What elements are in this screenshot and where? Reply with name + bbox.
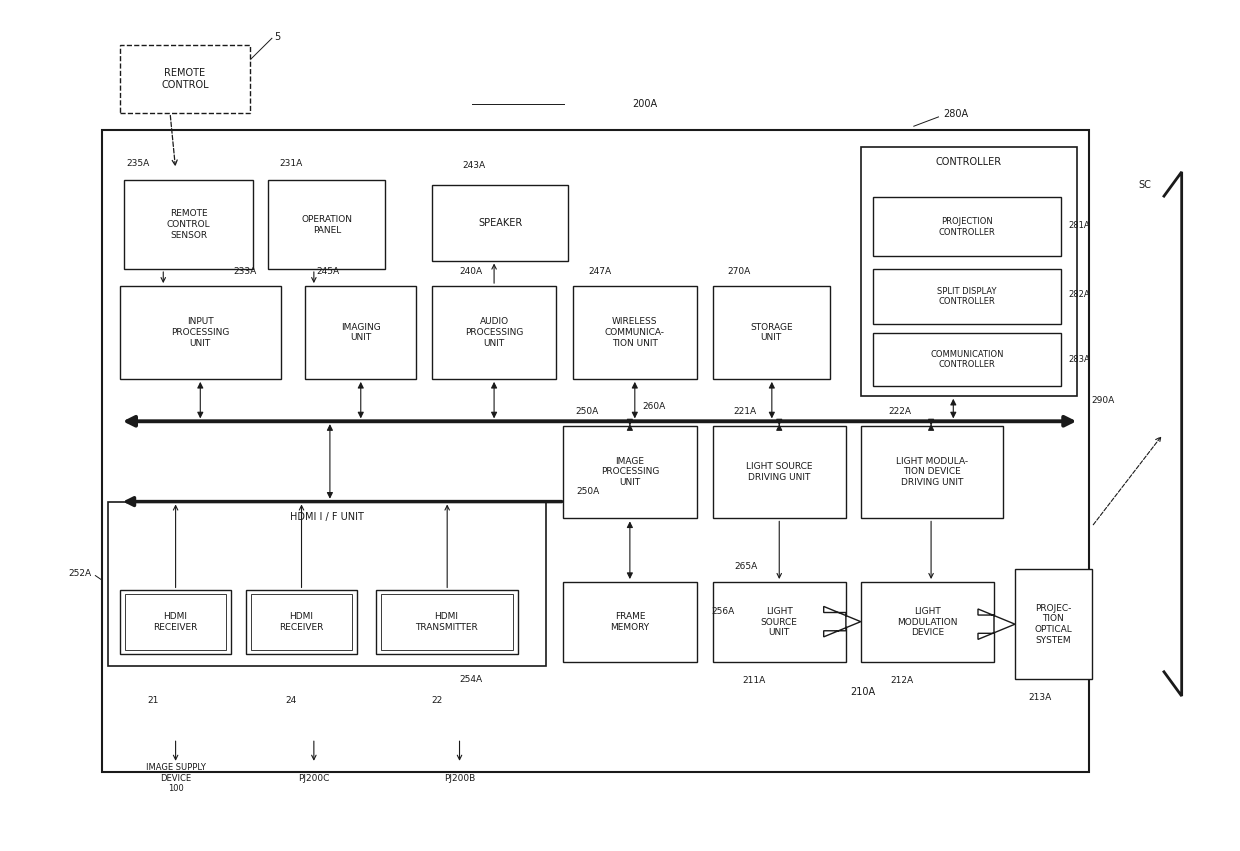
Text: PJ200C: PJ200C (298, 774, 330, 783)
Text: 280A: 280A (944, 110, 968, 119)
Text: LIGHT MODULA-
TION DEVICE
DRIVING UNIT: LIGHT MODULA- TION DEVICE DRIVING UNIT (895, 457, 967, 488)
Text: 250A: 250A (577, 487, 600, 496)
Bar (861, 426, 1003, 518)
Text: 243A: 243A (463, 162, 485, 170)
Bar (563, 426, 697, 518)
Bar (713, 426, 846, 518)
Text: HDMI I / F UNIT: HDMI I / F UNIT (290, 511, 363, 522)
Text: CONTROLLER: CONTROLLER (936, 157, 1002, 167)
Text: PROJECTION
CONTROLLER: PROJECTION CONTROLLER (939, 217, 996, 237)
Bar (246, 591, 357, 654)
Bar (268, 180, 386, 269)
Text: 21: 21 (148, 696, 159, 705)
Bar (124, 180, 253, 269)
Text: OPERATION
PANEL: OPERATION PANEL (301, 214, 352, 235)
Text: LIGHT
SOURCE
UNIT: LIGHT SOURCE UNIT (761, 607, 797, 637)
Bar (108, 501, 546, 666)
Text: IMAGING
UNIT: IMAGING UNIT (341, 323, 381, 342)
Text: 24: 24 (285, 696, 296, 705)
Bar (120, 45, 249, 112)
Text: 283A: 283A (1068, 355, 1090, 364)
Text: 256A: 256A (712, 608, 734, 616)
Bar (433, 286, 556, 379)
Bar (376, 591, 517, 654)
Bar (250, 594, 352, 650)
Text: SPLIT DISPLAY
CONTROLLER: SPLIT DISPLAY CONTROLLER (937, 287, 997, 306)
Text: PROJEC-
TION
OPTICAL
SYSTEM: PROJEC- TION OPTICAL SYSTEM (1034, 603, 1073, 645)
Text: HDMI
RECEIVER: HDMI RECEIVER (154, 612, 198, 632)
Text: 240A: 240A (460, 267, 482, 276)
Text: LIGHT
MODULATION
DEVICE: LIGHT MODULATION DEVICE (897, 607, 957, 637)
Text: 247A: 247A (588, 267, 611, 276)
Text: 245A: 245A (316, 267, 340, 276)
Text: REMOTE
CONTROL
SENSOR: REMOTE CONTROL SENSOR (166, 209, 211, 240)
Text: 235A: 235A (126, 159, 150, 168)
Text: 221A: 221A (734, 408, 756, 416)
Bar (1016, 569, 1091, 679)
Text: SPEAKER: SPEAKER (479, 218, 522, 227)
Text: 260A: 260A (642, 403, 666, 411)
Text: 212A: 212A (890, 677, 914, 685)
Text: SC: SC (1138, 180, 1151, 190)
Bar (873, 197, 1060, 256)
Text: IMAGE SUPPLY
DEVICE
100: IMAGE SUPPLY DEVICE 100 (145, 762, 206, 793)
Bar (120, 286, 280, 379)
Text: 233A: 233A (233, 267, 257, 276)
Text: FRAME
MEMORY: FRAME MEMORY (610, 612, 650, 632)
Text: 281A: 281A (1068, 220, 1090, 230)
Text: COMMUNICATION
CONTROLLER: COMMUNICATION CONTROLLER (930, 350, 1003, 369)
Bar (861, 146, 1076, 396)
Text: 265A: 265A (735, 563, 758, 571)
Text: REMOTE
CONTROL: REMOTE CONTROL (161, 68, 208, 90)
Bar (873, 334, 1060, 386)
Text: 211A: 211A (743, 677, 766, 685)
Text: 22: 22 (432, 696, 443, 705)
Bar (861, 582, 994, 662)
Bar (873, 269, 1060, 324)
Text: 213A: 213A (1028, 694, 1052, 702)
Bar (573, 286, 697, 379)
Bar (305, 286, 417, 379)
Text: WIRELESS
COMMUNICA-
TION UNIT: WIRELESS COMMUNICA- TION UNIT (605, 317, 665, 348)
Text: HDMI
TRANSMITTER: HDMI TRANSMITTER (415, 612, 477, 632)
Bar (381, 594, 512, 650)
Text: IMAGE
PROCESSING
UNIT: IMAGE PROCESSING UNIT (600, 457, 660, 488)
Text: 231A: 231A (279, 159, 303, 168)
Text: STORAGE
UNIT: STORAGE UNIT (750, 323, 792, 342)
Text: 210A: 210A (851, 687, 875, 697)
Text: PJ200B: PJ200B (444, 774, 475, 783)
Text: 270A: 270A (728, 267, 750, 276)
Bar (125, 594, 226, 650)
Text: 222A: 222A (888, 408, 911, 416)
Text: LIGHT SOURCE
DRIVING UNIT: LIGHT SOURCE DRIVING UNIT (746, 462, 812, 482)
Text: 290A: 290A (1091, 396, 1115, 404)
Text: AUDIO
PROCESSING
UNIT: AUDIO PROCESSING UNIT (465, 317, 523, 348)
Text: 254A: 254A (459, 675, 482, 683)
Text: 5: 5 (274, 31, 280, 42)
Text: HDMI
RECEIVER: HDMI RECEIVER (279, 612, 324, 632)
Text: 252A: 252A (68, 569, 92, 579)
Bar (102, 129, 1089, 772)
Text: INPUT
PROCESSING
UNIT: INPUT PROCESSING UNIT (171, 317, 229, 348)
Bar (120, 591, 231, 654)
Bar (713, 286, 830, 379)
Bar (433, 185, 568, 260)
Polygon shape (823, 607, 861, 637)
Text: 250A: 250A (575, 408, 599, 416)
Polygon shape (978, 609, 1016, 639)
Text: 282A: 282A (1068, 290, 1090, 299)
Bar (713, 582, 846, 662)
Text: 200A: 200A (632, 100, 657, 109)
Bar (563, 582, 697, 662)
